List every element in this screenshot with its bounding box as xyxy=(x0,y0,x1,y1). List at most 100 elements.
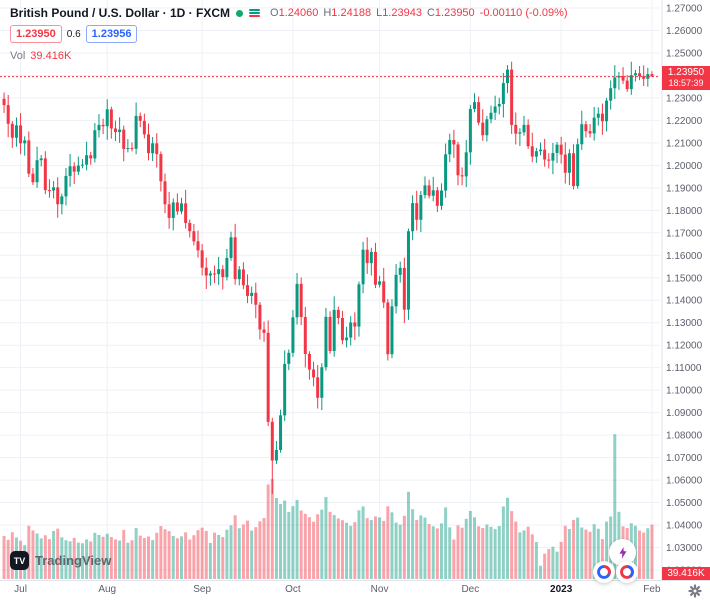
volume-bar xyxy=(27,525,31,579)
volume-bar xyxy=(217,534,221,579)
price-axis-label: 1.05000 xyxy=(666,498,703,509)
settings-gear-icon[interactable] xyxy=(688,584,702,600)
candle-body xyxy=(324,316,328,368)
candle-body xyxy=(514,124,518,134)
volume-bar xyxy=(155,532,159,579)
volume-bar xyxy=(340,520,344,579)
candle-body xyxy=(448,139,452,155)
bid-ask-widget: 1.23950 0.6 1.23956 xyxy=(10,25,568,43)
price-axis-label: 1.23000 xyxy=(666,93,703,104)
volume-bar xyxy=(229,525,233,579)
volume-bar xyxy=(650,524,654,579)
candle-body xyxy=(316,377,320,398)
open-label: O xyxy=(270,7,279,19)
volume-bar xyxy=(365,518,369,579)
candle-body xyxy=(613,77,617,89)
candle-body xyxy=(411,203,415,232)
volume-bar xyxy=(97,534,101,579)
volume-bar xyxy=(427,524,431,579)
candle-body xyxy=(122,129,126,149)
buy-price-button[interactable]: 1.23956 xyxy=(85,25,138,43)
volume-bar xyxy=(481,528,485,579)
tradingview-logo[interactable]: TV TradingView xyxy=(10,551,111,570)
candle-body xyxy=(200,250,204,268)
volume-bar xyxy=(208,542,212,579)
candle-body xyxy=(518,132,522,134)
change-value: -0.00110 (-0.09%) xyxy=(479,7,568,19)
volume-bar xyxy=(613,434,617,579)
volume-bar xyxy=(262,518,266,579)
volume-bar xyxy=(279,504,283,579)
volume-bar xyxy=(361,506,365,579)
stream-icon[interactable] xyxy=(249,9,261,17)
volume-bar xyxy=(184,532,188,579)
candle-body xyxy=(126,148,130,150)
volume-series[interactable] xyxy=(2,434,654,579)
sentiment-gauge-left-button[interactable] xyxy=(593,561,615,583)
sell-price-button[interactable]: 1.23950 xyxy=(10,25,62,43)
volume-bar xyxy=(39,538,43,579)
candle-body xyxy=(262,329,266,333)
volume-bar xyxy=(572,519,576,579)
volume-bar xyxy=(518,532,522,579)
candles-series[interactable] xyxy=(2,61,654,495)
volume-bar xyxy=(584,529,588,579)
price-axis-label: 1.19000 xyxy=(666,183,703,194)
sentiment-gauge-right-button[interactable] xyxy=(616,561,638,583)
candle-body xyxy=(229,237,233,258)
volume-bar xyxy=(2,535,6,579)
candle-body xyxy=(444,154,448,191)
candle-body xyxy=(365,249,369,264)
candle-body xyxy=(246,285,250,296)
candle-body xyxy=(217,269,221,275)
volume-bar xyxy=(35,533,39,579)
price-axis-label: 1.11000 xyxy=(666,363,702,374)
time-axis-label: 2023 xyxy=(550,584,573,595)
candle-body xyxy=(266,332,270,422)
volume-bar xyxy=(175,538,179,579)
time-axis-label: Nov xyxy=(370,584,389,595)
volume-bar xyxy=(200,527,204,579)
volume-bar xyxy=(369,520,373,579)
candle-body xyxy=(10,123,14,138)
volume-bar xyxy=(163,529,167,579)
candle-body xyxy=(283,363,287,416)
candle-body xyxy=(76,165,80,172)
volume-bar xyxy=(576,517,580,579)
candle-body xyxy=(563,154,567,173)
candle-body xyxy=(204,267,208,276)
candle-body xyxy=(151,143,155,154)
volume-bar xyxy=(526,526,530,579)
volume-bar xyxy=(551,546,555,579)
candle-body xyxy=(382,281,386,303)
volume-bar xyxy=(600,539,604,579)
price-axis-label: 1.13000 xyxy=(666,318,703,329)
tradingview-logo-text: TradingView xyxy=(35,553,112,568)
candle-body xyxy=(419,195,423,220)
symbol-title[interactable]: British Pound / U.S. Dollar · 1D · FXCM xyxy=(10,6,231,20)
volume-bar xyxy=(547,549,551,579)
volume-bar xyxy=(444,507,448,579)
candle-body xyxy=(406,231,410,310)
candle-body xyxy=(258,304,262,330)
candle-body xyxy=(543,149,547,160)
candle-body xyxy=(353,322,357,327)
volume-bar xyxy=(501,506,505,579)
volume-bar xyxy=(596,528,600,579)
candle-body xyxy=(559,144,563,155)
volume-bar xyxy=(497,526,501,579)
volume-bar xyxy=(378,517,382,579)
volume-bar xyxy=(295,499,299,579)
volume-bar xyxy=(464,518,468,579)
volume-bar xyxy=(539,565,543,579)
candle-body xyxy=(279,415,283,450)
volume-bar xyxy=(93,532,97,579)
volume-bar xyxy=(180,536,184,579)
time-axis[interactable]: Jul Aug Sep Oct Nov Dec 2023 Feb xyxy=(0,580,710,600)
candle-body xyxy=(617,76,621,78)
candle-body xyxy=(307,353,311,370)
volume-bar xyxy=(250,530,254,579)
close-value: 1.23950 xyxy=(434,7,475,19)
volume-bar xyxy=(105,533,109,579)
